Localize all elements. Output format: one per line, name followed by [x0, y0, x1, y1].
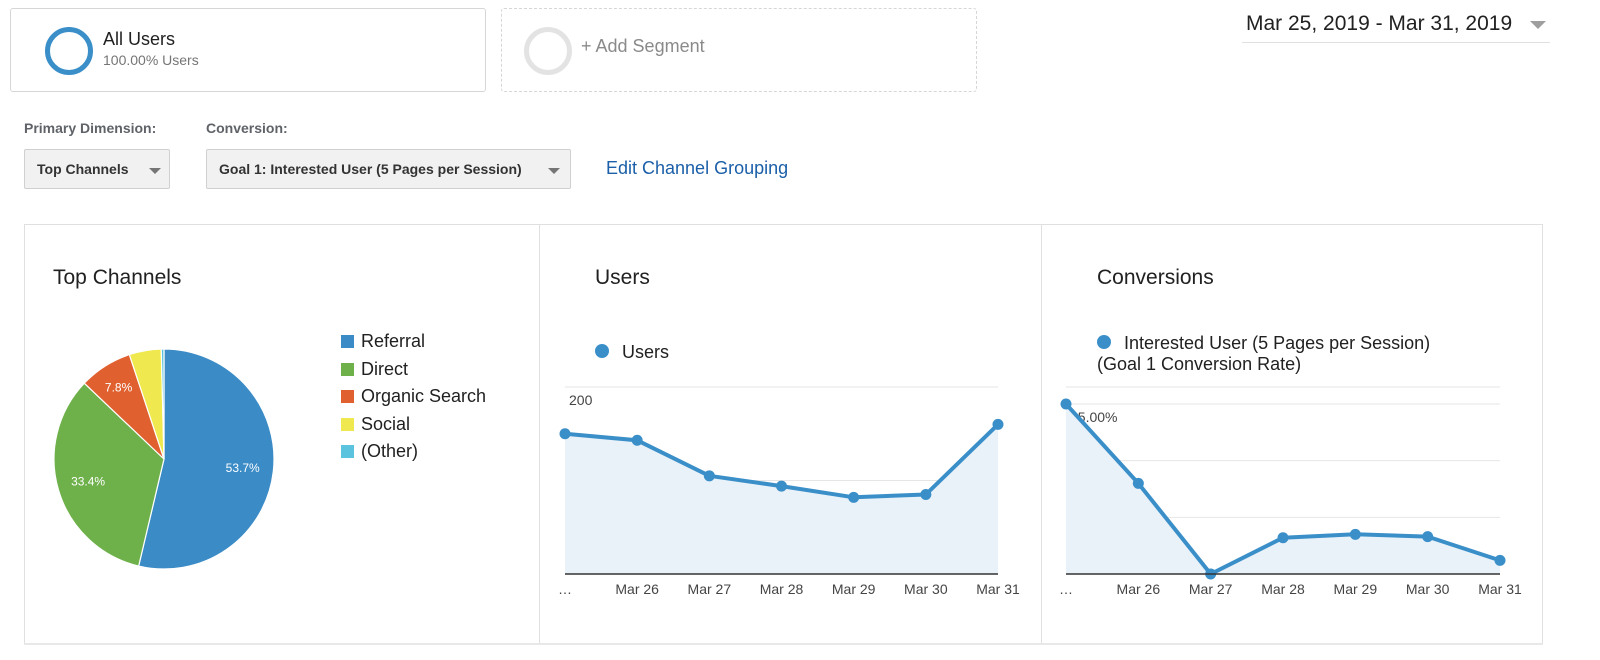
conversions-x-tick-label: …: [1059, 581, 1073, 597]
panel-bottom-border: [24, 643, 1543, 645]
legend-label: Direct: [361, 359, 409, 379]
series-dot-icon: [595, 344, 609, 358]
panel-divider: [539, 224, 540, 644]
edit-channel-grouping-link[interactable]: Edit Channel Grouping: [606, 158, 789, 178]
users-data-point: [848, 491, 860, 503]
referral-swatch: [341, 335, 354, 348]
segment-title: All Users: [103, 29, 176, 49]
organic-swatch: [341, 390, 354, 403]
pie-slice-other: [160, 348, 165, 460]
add-segment-label: + Add Segment: [581, 36, 705, 56]
segment-ring-icon: [45, 27, 93, 75]
legend-item-direct[interactable]: Direct: [341, 359, 408, 380]
conversions-data-point: [1277, 532, 1289, 544]
users-data-point: [776, 480, 787, 492]
users-x-tick-label: Mar 31: [976, 581, 1020, 597]
chevron-down-icon: [149, 168, 161, 174]
conversions-x-tick-label: Mar 31: [1478, 581, 1522, 597]
conversions-data-point: [1494, 554, 1506, 566]
pie-slice-label: 7.8%: [105, 381, 133, 395]
conversion-value: Goal 1: Interested User (5 Pages per Ses…: [219, 161, 522, 177]
conversions-x-tick-label: Mar 27: [1189, 581, 1233, 597]
users-x-tick-label: Mar 26: [615, 581, 659, 597]
users-data-point: [559, 428, 571, 440]
date-range-picker[interactable]: Mar 25, 2019 - Mar 31, 2019: [1242, 12, 1550, 43]
conversions-data-point: [1132, 477, 1144, 489]
panel-divider: [1041, 224, 1042, 644]
top-channels-title: Top Channels: [53, 266, 182, 289]
other-swatch: [341, 445, 354, 458]
empty-segment-ring-icon: [524, 27, 572, 75]
chevron-down-icon: [548, 168, 560, 174]
date-range-text: Mar 25, 2019 - Mar 31, 2019: [1246, 12, 1513, 35]
users-data-point: [703, 470, 715, 482]
pie-slice-label: 53.7%: [226, 461, 260, 475]
legend-label: (Other): [361, 441, 419, 461]
legend-label: Social: [361, 414, 411, 434]
legend-item-other[interactable]: (Other): [341, 441, 418, 462]
legend-item-organic-search[interactable]: Organic Search: [341, 386, 486, 407]
users-x-tick-label: Mar 28: [760, 581, 804, 597]
conversions-data-point: [1060, 398, 1072, 410]
pie-slice-direct: [53, 382, 165, 567]
primary-dimension-dropdown[interactable]: Top Channels: [24, 149, 170, 189]
users-data-point: [920, 489, 932, 501]
primary-dimension-value: Top Channels: [37, 161, 129, 177]
primary-dimension-label: Primary Dimension:: [24, 120, 157, 136]
users-x-tick-label: Mar 30: [904, 581, 948, 597]
conversion-label: Conversion:: [206, 120, 288, 136]
conversions-chart-title: Conversions: [1097, 266, 1214, 289]
users-legend-label: Users: [622, 342, 670, 362]
conversion-dropdown[interactable]: Goal 1: Interested User (5 Pages per Ses…: [206, 149, 571, 189]
conversions-legend-line1: Interested User (5 Pages per Session): [1124, 333, 1431, 353]
users-x-tick-label: Mar 27: [688, 581, 732, 597]
series-dot-icon: [1097, 335, 1111, 349]
conversions-x-tick-label: Mar 29: [1334, 581, 1378, 597]
users-data-point: [631, 434, 643, 446]
users-y-tick-label: 200: [569, 392, 593, 408]
segment-subtitle: 100.00% Users: [103, 52, 199, 68]
social-swatch: [341, 418, 354, 431]
users-data-point: [992, 418, 1004, 430]
chevron-down-icon: [1530, 21, 1546, 29]
legend-label: Organic Search: [361, 386, 487, 406]
direct-swatch: [341, 363, 354, 376]
conversions-x-tick-label: Mar 28: [1261, 581, 1305, 597]
legend-item-referral[interactable]: Referral: [341, 331, 425, 352]
conversions-data-point: [1422, 531, 1434, 543]
pie-slice-referral: [137, 348, 275, 570]
conversions-data-point: [1349, 528, 1361, 540]
users-chart-title: Users: [595, 266, 650, 289]
legend-label: Referral: [361, 331, 426, 351]
users-legend: Users: [595, 342, 669, 363]
conversions-x-tick-label: Mar 26: [1117, 581, 1161, 597]
legend-item-social[interactable]: Social: [341, 414, 410, 435]
users-x-tick-label: Mar 29: [832, 581, 876, 597]
conversions-legend-line2: (Goal 1 Conversion Rate): [1097, 354, 1302, 374]
conversions-legend: Interested User (5 Pages per Session): [1097, 333, 1430, 354]
segment-card-all-users[interactable]: All Users 100.00% Users: [10, 8, 486, 92]
users-x-tick-label: …: [558, 581, 572, 597]
conversions-area-fill: [1066, 404, 1500, 574]
add-segment-button[interactable]: + Add Segment: [501, 8, 977, 92]
conversions-x-tick-label: Mar 30: [1406, 581, 1450, 597]
users-area-fill: [565, 424, 998, 574]
pie-slice-label: 33.4%: [71, 475, 105, 489]
